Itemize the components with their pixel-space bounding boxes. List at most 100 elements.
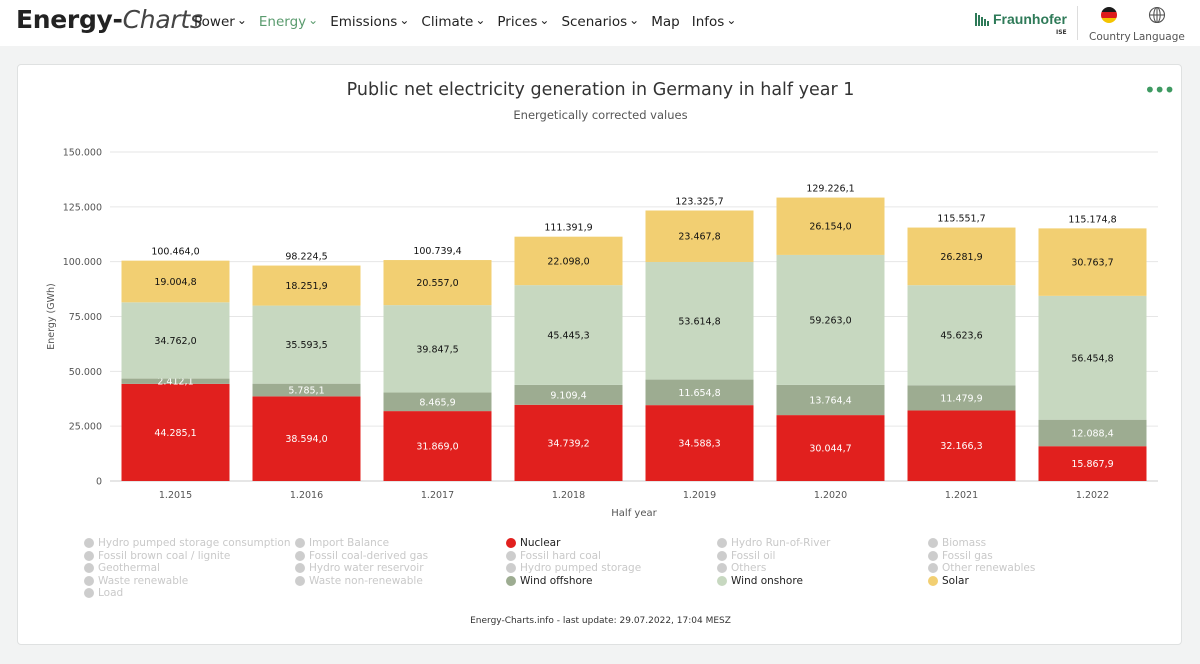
- bar-data-label: 8.465,9: [419, 397, 455, 408]
- y-tick-label: 75.000: [69, 312, 102, 323]
- legend-item-other-renewables[interactable]: Other renewables: [928, 562, 1035, 574]
- legend-label: Waste non-renewable: [309, 574, 423, 587]
- bar-data-label: 45.623,6: [940, 331, 982, 342]
- bar-segment-nuclear: [907, 410, 1016, 481]
- nav-item-label: Scenarios: [561, 14, 628, 30]
- legend-label: Others: [731, 562, 767, 574]
- legend-item-wind-offshore[interactable]: Wind offshore: [506, 575, 592, 587]
- bar-segment-wind-onshore: [252, 305, 361, 384]
- bar-data-label: 44.285,1: [154, 428, 196, 439]
- legend-swatch: [295, 550, 305, 561]
- bar-segment-nuclear: [776, 415, 885, 481]
- bar-segment-wind-offshore: [252, 383, 361, 397]
- nav-item-map[interactable]: Map: [651, 14, 680, 30]
- nav-item-label: Emissions: [330, 14, 398, 30]
- bar-segment-nuclear: [514, 404, 623, 481]
- main-nav: Power ⌄ Energy ⌄ Emissions ⌄ Climate ⌄ Prices ⌄ Sc…: [194, 12, 748, 31]
- bar-data-label: 38.594,0: [285, 434, 327, 445]
- legend-item-load[interactable]: Load: [84, 587, 123, 599]
- bar-data-label: 30.044,7: [809, 444, 851, 455]
- legend-item-fossil-coal-derived-gas[interactable]: Fossil coal-derived gas: [295, 550, 428, 562]
- nav-item-energy[interactable]: Energy ⌄: [259, 14, 318, 31]
- y-tick-label: 50.000: [69, 367, 102, 378]
- chevron-down-icon: ⌄: [726, 12, 737, 27]
- energy-charts-logo[interactable]: Energy-Charts: [16, 5, 203, 34]
- legend-label: Other renewables: [942, 562, 1036, 574]
- chevron-down-icon: ⌄: [629, 12, 640, 27]
- legend-label: Hydro pumped storage: [520, 562, 642, 574]
- bar-segment-wind-offshore: [383, 392, 492, 412]
- bar-data-label: 2.412,1: [157, 377, 193, 388]
- legend-item-hydro-water-reservoir[interactable]: Hydro water reservoir: [295, 562, 424, 574]
- bar-segment-solar: [1038, 228, 1147, 296]
- legend-swatch: [717, 538, 727, 548]
- bar-data-label: 32.166,3: [940, 441, 982, 452]
- header-divider: [1077, 6, 1078, 40]
- legend-item-fossil-hard-coal[interactable]: Fossil hard coal: [506, 550, 601, 562]
- legend-item-solar[interactable]: Solar: [928, 575, 969, 587]
- bar-total-label: 98.224,5: [285, 252, 327, 263]
- bar-data-label: 39.847,5: [416, 344, 458, 355]
- bar-data-label: 34.588,3: [678, 439, 720, 450]
- legend-item-fossil-oil[interactable]: Fossil oil: [717, 550, 775, 562]
- bar-data-label: 30.763,7: [1071, 258, 1113, 269]
- nav-item-emissions[interactable]: Emissions ⌄: [330, 14, 409, 31]
- nav-item-scenarios[interactable]: Scenarios ⌄: [561, 12, 640, 31]
- nav-item-power[interactable]: Power ⌄: [194, 14, 247, 31]
- legend-label: Hydro Run-of-River: [731, 537, 831, 549]
- bar-data-label: 5.785,1: [288, 386, 324, 397]
- legend-item-hydro-pumped-storage[interactable]: Hydro pumped storage: [506, 562, 641, 574]
- bar-data-label: 13.764,4: [809, 396, 851, 407]
- legend-label: Fossil hard coal: [520, 549, 601, 562]
- globe-icon: [1148, 6, 1166, 24]
- bar-data-label: 53.614,8: [678, 316, 720, 327]
- bar-segment-wind-offshore: [1038, 419, 1147, 447]
- logo-text-italic: Charts: [122, 5, 203, 34]
- legend-item-others[interactable]: Others: [717, 562, 766, 574]
- bar-segment-solar: [645, 210, 754, 262]
- legend-swatch: [84, 538, 94, 548]
- legend-item-fossil-brown-coal-lignite[interactable]: Fossil brown coal / lignite: [84, 550, 230, 562]
- legend-swatch: [717, 550, 727, 561]
- legend-item-nuclear[interactable]: Nuclear: [506, 537, 560, 549]
- x-tick-label: 1.2021: [945, 490, 978, 501]
- legend-item-wind-onshore[interactable]: Wind onshore: [717, 575, 803, 587]
- legend-label: Wind onshore: [731, 574, 803, 587]
- bar-data-label: 12.088,4: [1071, 428, 1113, 439]
- bar-segment-wind-onshore: [1038, 295, 1147, 420]
- legend-item-fossil-gas[interactable]: Fossil gas: [928, 550, 993, 562]
- nav-item-label: Power: [194, 14, 235, 30]
- nav-item-climate[interactable]: Climate ⌄: [421, 14, 485, 31]
- legend-swatch: [295, 563, 305, 573]
- legend-swatch: [717, 563, 727, 573]
- language-selector[interactable]: Language: [1133, 6, 1185, 43]
- legend-item-hydro-pumped-storage-consumption[interactable]: Hydro pumped storage consumption: [84, 537, 291, 549]
- legend-item-biomass[interactable]: Biomass: [928, 537, 986, 549]
- bar-segment-nuclear: [1038, 446, 1147, 481]
- bar-segment-wind-offshore: [907, 385, 1016, 411]
- bar-segment-nuclear: [645, 405, 754, 481]
- nav-item-label: Prices: [497, 14, 538, 30]
- legend-item-geothermal[interactable]: Geothermal: [84, 562, 160, 574]
- nav-item-infos[interactable]: Infos ⌄: [691, 12, 737, 31]
- x-tick-label: 1.2016: [290, 490, 323, 501]
- nav-item-prices[interactable]: Prices ⌄: [497, 12, 550, 31]
- legend-item-waste-renewable[interactable]: Waste renewable: [84, 575, 188, 587]
- fraunhofer-logo[interactable]: Fraunhofer ISE: [975, 11, 1069, 39]
- country-label: Country: [1089, 31, 1131, 43]
- legend-swatch: [928, 575, 938, 586]
- legend-label: Fossil oil: [731, 549, 776, 562]
- x-axis-title: Half year: [611, 508, 657, 519]
- fraunhofer-ise: ISE: [1056, 29, 1067, 36]
- country-selector[interactable]: Country: [1089, 6, 1131, 43]
- nav-item-label: Infos: [691, 14, 725, 30]
- bar-data-label: 56.454,8: [1071, 353, 1113, 364]
- bar-segment-wind-offshore: [645, 379, 754, 406]
- nav-item-label: Climate: [421, 14, 474, 30]
- legend-item-hydro-run-of-river[interactable]: Hydro Run-of-River: [717, 537, 830, 549]
- chevron-down-icon: ⌄: [539, 12, 550, 27]
- legend-item-waste-non-renewable[interactable]: Waste non-renewable: [295, 575, 423, 587]
- legend-item-import-balance[interactable]: Import Balance: [295, 537, 389, 549]
- legend-label: Import Balance: [309, 537, 390, 549]
- bar-data-label: 23.467,8: [678, 232, 720, 243]
